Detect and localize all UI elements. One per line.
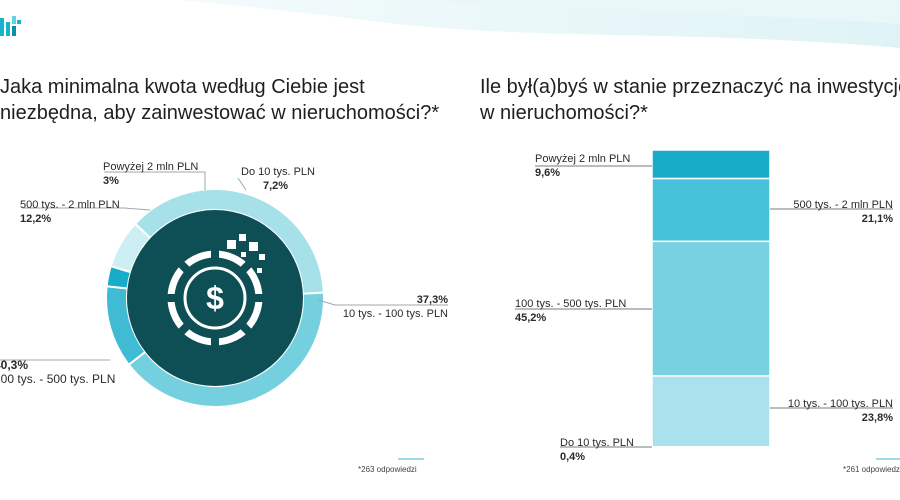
donut-label-value: 37,3% bbox=[416, 294, 448, 306]
segment-do-10tys bbox=[651, 446, 771, 449]
donut-label-value: 3% bbox=[103, 175, 119, 187]
bar-label-value: 23,8% bbox=[861, 412, 893, 424]
bar-label-text: 100 tys. - 500 tys. PLN bbox=[515, 298, 627, 310]
svg-text:$: $ bbox=[206, 280, 224, 316]
left-note-divider bbox=[398, 458, 424, 460]
bar-label-value: 21,1% bbox=[861, 213, 893, 225]
bar-label-value: 45,2% bbox=[515, 312, 547, 324]
donut-label-text: 100 tys. - 500 tys. PLN bbox=[0, 372, 116, 386]
bar-label-text: 500 tys. - 2 mln PLN bbox=[793, 199, 893, 211]
donut-label-powyzej-2mln: Powyżej 2 mln PLN 3% bbox=[103, 160, 198, 188]
segment-500tys-2mln bbox=[651, 177, 771, 243]
bar-label-do-10tys: Do 10 tys. PLN 0,4% bbox=[560, 436, 634, 464]
bar-label-value: 9,6% bbox=[535, 167, 561, 179]
bar-label-text: Powyżej 2 mln PLN bbox=[535, 153, 631, 165]
dollar-coin-chip-icon: $ bbox=[166, 234, 265, 347]
donut-label-value: 40,3% bbox=[0, 358, 29, 372]
segment-100-500tys bbox=[651, 240, 771, 377]
donut-label-do-10tys: Do 10 tys. PLN 7,2% bbox=[241, 165, 315, 193]
donut-label-text: Do 10 tys. PLN bbox=[241, 166, 315, 178]
leader-powyzej-2mln bbox=[104, 171, 206, 190]
leader-10-100tys bbox=[317, 299, 448, 306]
segment-10-100tys bbox=[651, 375, 771, 448]
donut-label-10-100tys: 37,3% 10 tys. - 100 tys. PLN bbox=[340, 293, 448, 321]
donut-label-text: 500 tys. - 2 mln PLN bbox=[20, 199, 120, 211]
donut-label-100-500tys: 40,3% 100 tys. - 500 tys. PLN bbox=[0, 358, 115, 386]
bar-label-value: 0,4% bbox=[560, 451, 586, 463]
bar-label-text: 10 tys. - 100 tys. PLN bbox=[787, 398, 893, 410]
leader-500tys-2mln bbox=[22, 207, 151, 211]
left-chart-title: Jaka minimalna kwota według Ciebie jest … bbox=[0, 74, 439, 126]
right-chart-title-line1: Ile był(a)byś w stanie przeznaczyć na in… bbox=[480, 76, 900, 98]
right-chart-title: Ile był(a)byś w stanie przeznaczyć na in… bbox=[480, 74, 900, 126]
bar-label-10-100tys: 10 tys. - 100 tys. PLN 23,8% bbox=[770, 397, 893, 425]
left-chart-title-line2: niezbędna, aby zainwestować w nieruchomo… bbox=[0, 102, 440, 124]
donut-label-value: 7,2% bbox=[263, 180, 289, 192]
donut-label-text: Powyżej 2 mln PLN bbox=[103, 161, 199, 173]
segment-powyzej-2mln bbox=[651, 149, 771, 180]
right-chart-title-line2: w nieruchomości?* bbox=[480, 102, 648, 124]
header-banner bbox=[180, 0, 900, 48]
bar-label-powyzej-2mln: Powyżej 2 mln PLN 9,6% bbox=[535, 152, 630, 180]
bar-label-500tys-2mln: 500 tys. - 2 mln PLN 21,1% bbox=[770, 198, 893, 226]
donut-label-text: 10 tys. - 100 tys. PLN bbox=[342, 308, 448, 320]
leader-do-10tys bbox=[237, 177, 247, 191]
right-chart-note: *261 odpowiedzi bbox=[843, 465, 900, 474]
donut-label-value: 12,2% bbox=[20, 213, 52, 225]
donut-label-500tys-2mln: 500 tys. - 2 mln PLN 12,2% bbox=[20, 198, 120, 226]
bar-label-text: Do 10 tys. PLN bbox=[560, 437, 634, 449]
right-note-divider bbox=[876, 458, 900, 460]
bar-label-100-500tys: 100 tys. - 500 tys. PLN 45,2% bbox=[515, 297, 626, 325]
left-chart-title-line1: Jaka minimalna kwota według Ciebie jest bbox=[0, 76, 365, 98]
brand-logo-icon bbox=[0, 16, 21, 36]
left-chart-note: *263 odpowiedzi bbox=[358, 465, 417, 474]
